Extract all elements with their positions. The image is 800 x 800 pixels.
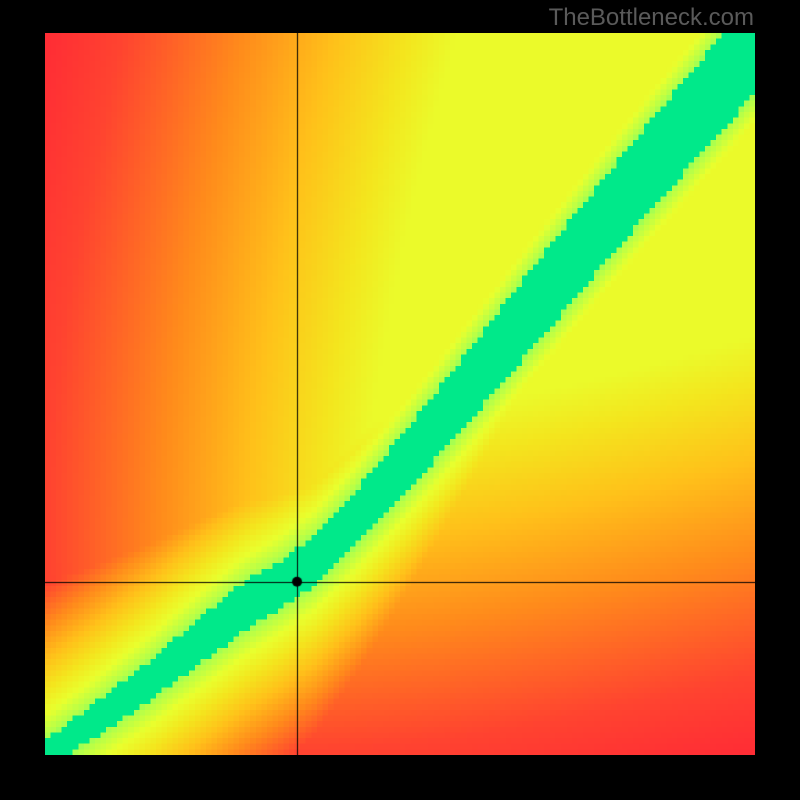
crosshair-overlay xyxy=(45,33,755,755)
watermark-text: TheBottleneck.com xyxy=(549,4,754,32)
